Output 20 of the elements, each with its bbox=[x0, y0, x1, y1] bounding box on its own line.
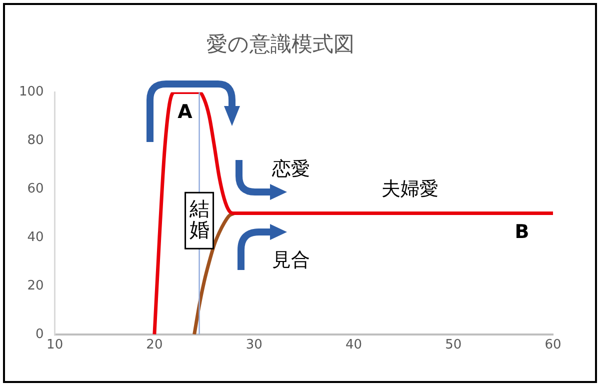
y-tick-label: 100 bbox=[18, 84, 44, 100]
x-tick-label: 40 bbox=[345, 338, 362, 353]
x-tick-label: 30 bbox=[246, 338, 262, 353]
chart-title: 愛の意識模式図 bbox=[206, 32, 354, 56]
line-series bbox=[152, 92, 553, 334]
x-tick-label: 50 bbox=[445, 338, 462, 353]
y-tick-label: 0 bbox=[36, 326, 44, 342]
annotation: 夫婦愛 bbox=[382, 178, 438, 200]
y-tick-label: 60 bbox=[27, 181, 44, 196]
ref-line-label: 結婚 bbox=[188, 196, 210, 242]
annotation: 見合 bbox=[272, 248, 310, 271]
annotation: B bbox=[514, 220, 530, 243]
x-tick-label: 20 bbox=[146, 338, 163, 353]
x-tick-label: 60 bbox=[544, 338, 562, 353]
y-tick-label: 40 bbox=[27, 230, 44, 245]
x-tick-label: 10 bbox=[46, 338, 64, 353]
y-tick-label: 20 bbox=[27, 278, 44, 294]
annotation: 恋愛 bbox=[271, 158, 310, 180]
annotation: A bbox=[178, 100, 193, 123]
y-tick-label: 80 bbox=[27, 133, 44, 148]
